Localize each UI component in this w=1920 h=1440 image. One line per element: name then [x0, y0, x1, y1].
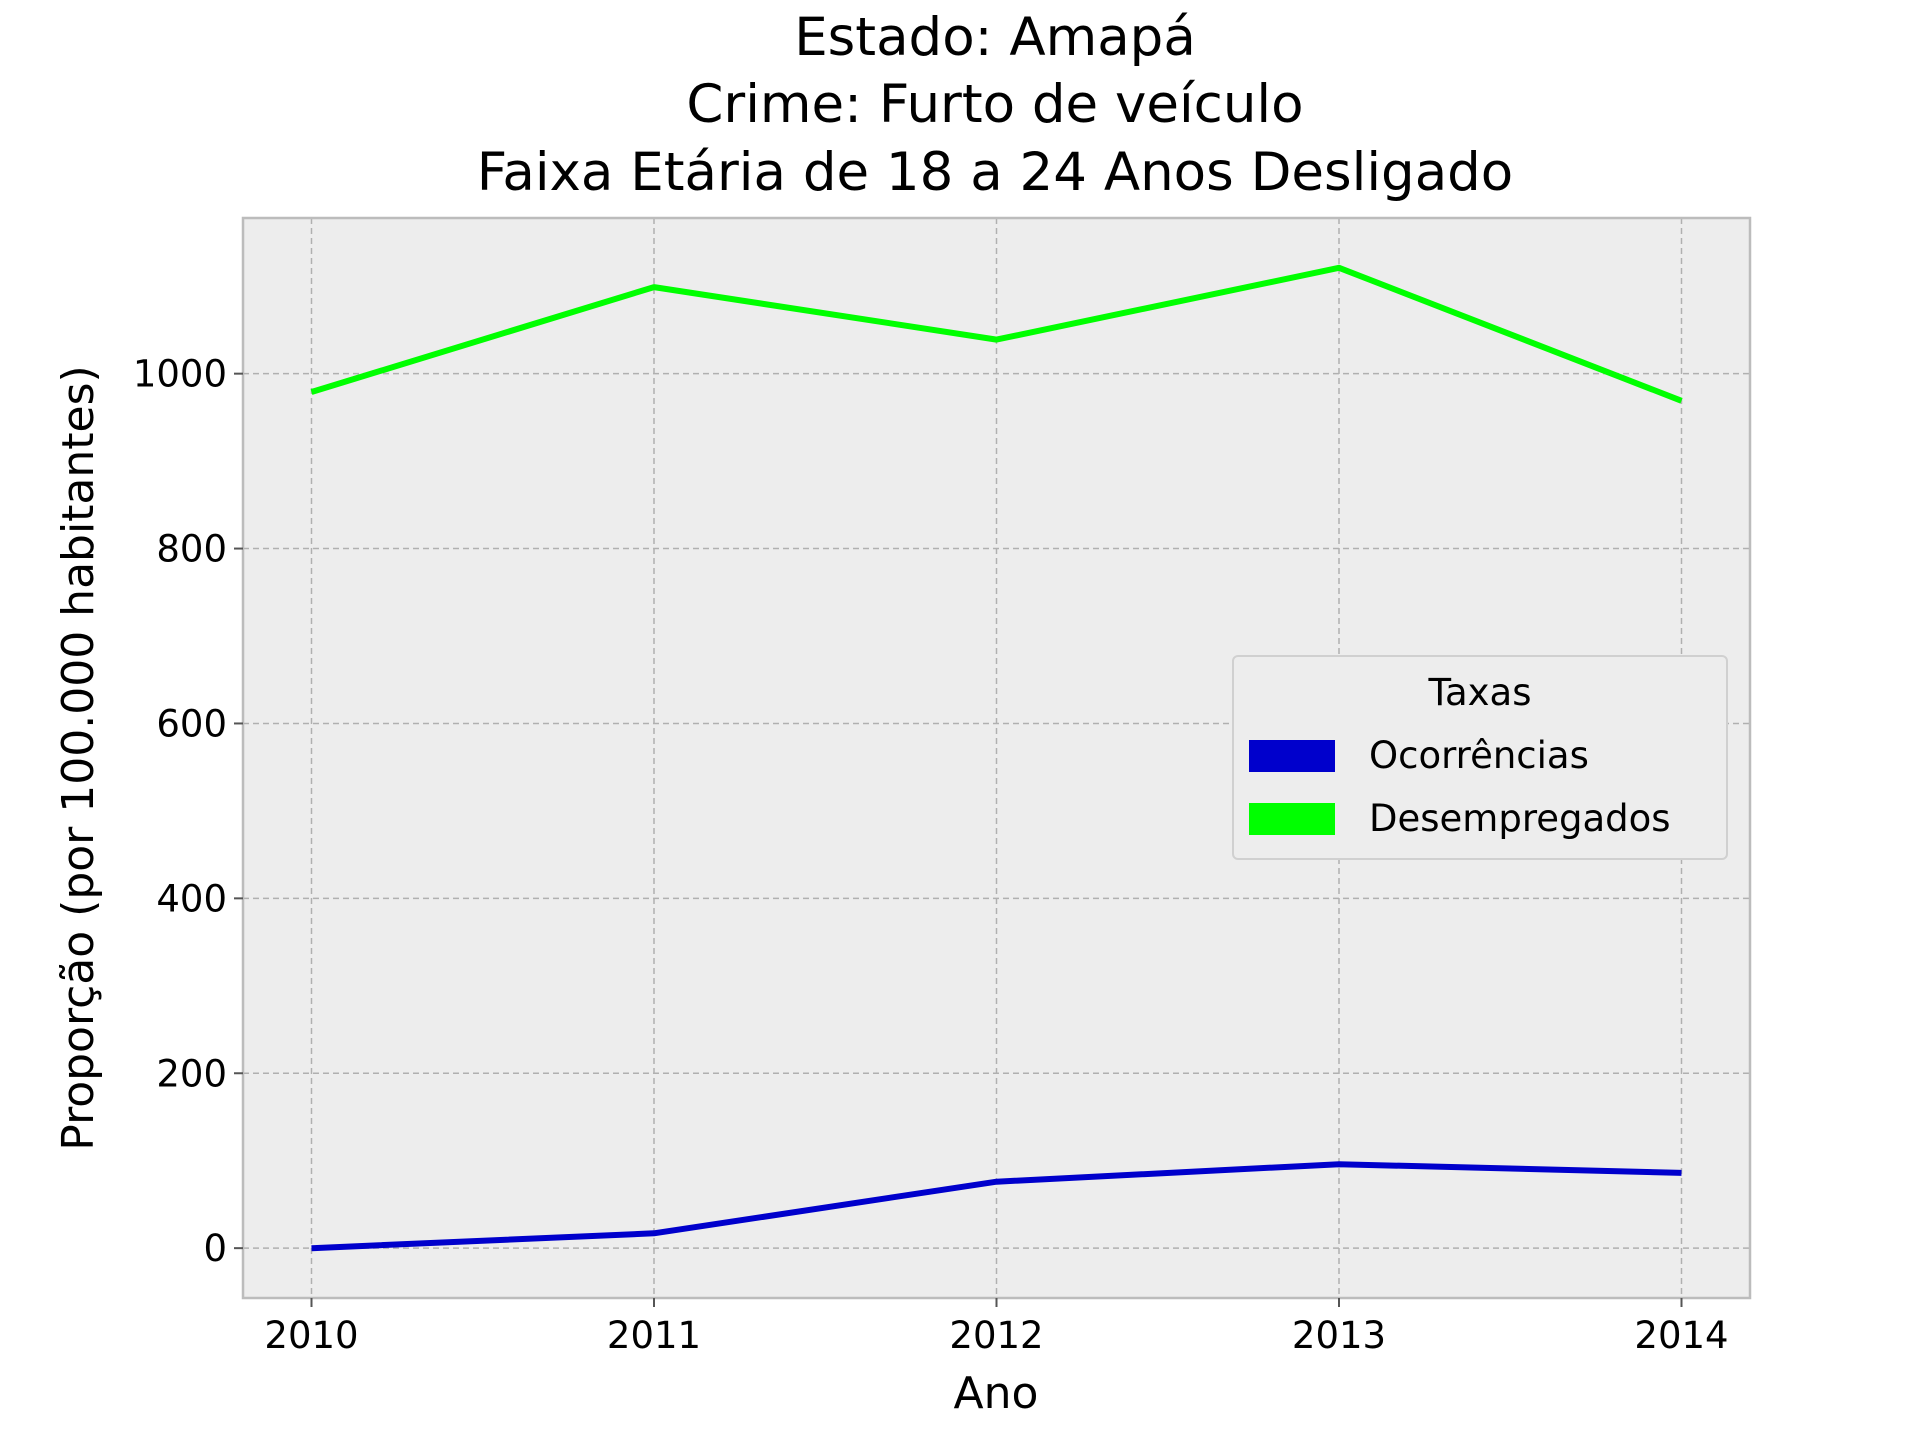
legend: Taxas Ocorrências Desempregados: [1232, 655, 1728, 860]
x-axis-label: Ano: [954, 1368, 1039, 1419]
x-tick-label: 2011: [607, 1314, 701, 1357]
legend-swatch-ocorrencias: [1249, 740, 1335, 772]
x-tick-label: 2012: [949, 1314, 1043, 1357]
y-tick-label: 600: [156, 702, 227, 745]
x-axis-ticks: 2010 2011 2012 2013 2014: [264, 1298, 1729, 1357]
chart-title-line-3: Faixa Etária de 18 a 24 Anos Desligado: [477, 142, 1514, 203]
x-tick-label: 2013: [1292, 1314, 1386, 1357]
chart-title-line-2: Crime: Furto de veículo: [686, 74, 1303, 135]
y-axis-label: Proporção (por 100.000 habitantes): [53, 365, 104, 1150]
series-line-ocorrencias: [311, 1161, 1682, 1252]
legend-label-ocorrencias: Ocorrências: [1369, 734, 1589, 777]
y-tick-label: 200: [156, 1052, 227, 1095]
y-tick-label: 1000: [133, 353, 227, 396]
series-lines: [310, 264, 1683, 1252]
series-line-desempregados: [310, 264, 1683, 404]
legend-label-desempregados: Desempregados: [1369, 797, 1671, 840]
chart-title: Estado: Amapá Crime: Furto de veículo Fa…: [477, 7, 1514, 203]
y-axis-ticks: 0 200 400 600 800 1000: [133, 353, 243, 1270]
grid: [243, 218, 1750, 1298]
legend-title: Taxas: [1428, 671, 1532, 714]
chart-title-line-1: Estado: Amapá: [794, 7, 1196, 68]
x-tick-label: 2014: [1634, 1314, 1728, 1357]
y-tick-label: 800: [156, 528, 227, 571]
legend-swatch-desempregados: [1249, 803, 1335, 835]
y-tick-label: 400: [156, 877, 227, 920]
legend-box: [1232, 655, 1728, 860]
x-tick-label: 2010: [264, 1314, 358, 1357]
y-tick-label: 0: [203, 1227, 227, 1270]
